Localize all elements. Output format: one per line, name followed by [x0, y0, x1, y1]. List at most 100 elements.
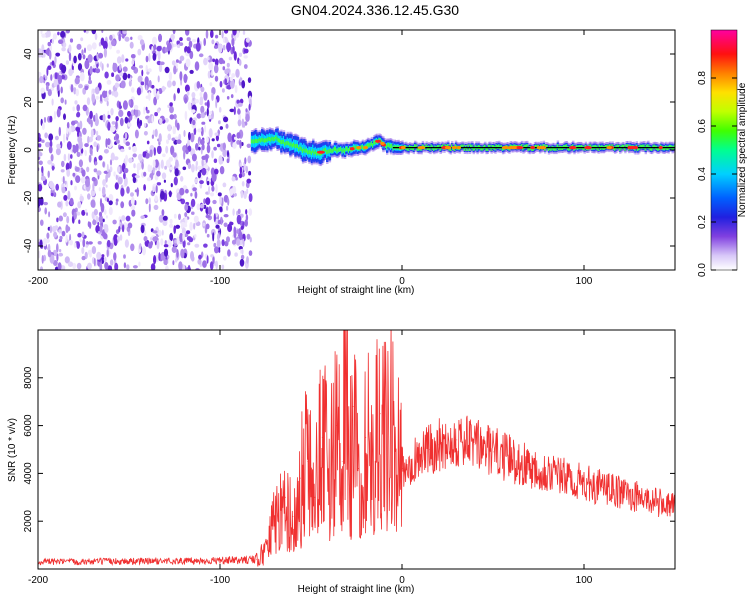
signal-core — [338, 147, 342, 152]
noise-speck — [77, 232, 82, 238]
noise-speck — [152, 230, 158, 234]
noise-speck — [40, 175, 46, 182]
noise-speck — [69, 197, 74, 206]
noise-speck — [74, 100, 78, 105]
noise-speck — [229, 108, 235, 113]
noise-speck — [112, 219, 117, 225]
noise-speck — [230, 79, 235, 89]
noise-speck — [161, 172, 167, 180]
noise-speck — [124, 132, 128, 139]
axes-snr: -200 -100 0 100 2000 4000 6000 8000 — [23, 330, 675, 586]
noise-speck — [92, 182, 95, 192]
noise-speck — [156, 240, 160, 250]
noise-speck — [167, 133, 172, 141]
noise-speck — [176, 139, 182, 144]
noise-speck — [231, 133, 236, 143]
noise-speck — [53, 231, 58, 238]
noise-speck — [181, 227, 186, 235]
noise-speck — [241, 80, 246, 89]
noise-speck — [105, 184, 108, 188]
noise-speck — [247, 77, 252, 83]
signal-core — [326, 150, 329, 155]
noise-speck — [65, 60, 69, 65]
noise-speck — [130, 196, 135, 206]
noise-speck — [106, 138, 111, 146]
noise-speck — [157, 75, 160, 83]
noise-speck — [45, 141, 51, 148]
noise-speck — [179, 187, 185, 196]
noise-speck — [193, 222, 196, 230]
noise-speck — [208, 128, 213, 138]
noise-speck — [206, 107, 209, 117]
noise-speck — [84, 149, 87, 157]
noise-speck — [211, 185, 215, 192]
signal-core — [307, 150, 310, 155]
noise-speck — [70, 124, 76, 133]
noise-speck — [119, 117, 124, 127]
signal-core — [670, 144, 673, 149]
noise-speck — [113, 252, 117, 261]
noise-speck — [164, 165, 168, 170]
noise-speck — [125, 141, 130, 146]
noise-speck — [108, 194, 114, 202]
noise-speck — [68, 44, 72, 53]
signal-hotspot — [363, 146, 369, 150]
signal-hotspot — [569, 146, 577, 150]
colorbar-tick-label: 0.6 — [697, 119, 708, 133]
noise-speck — [163, 259, 168, 266]
x-tick-label: -100 — [210, 575, 230, 586]
signal-core — [485, 146, 488, 151]
signal-core — [388, 143, 391, 148]
noise-speck — [211, 39, 215, 45]
noise-speck — [147, 117, 151, 124]
y-tick-label: 8000 — [23, 366, 34, 389]
noise-speck — [84, 143, 89, 148]
noise-speck — [84, 208, 88, 213]
noise-speck — [207, 206, 212, 216]
noise-speck — [243, 164, 247, 171]
noise-speck — [82, 127, 87, 135]
noise-speck — [231, 37, 235, 47]
noise-speck — [212, 199, 217, 205]
noise-speck — [106, 239, 111, 248]
noise-speck — [145, 106, 148, 111]
noise-speck — [227, 132, 232, 143]
noise-speck — [93, 168, 98, 173]
noise-speck — [143, 171, 147, 177]
noise-speck — [57, 262, 62, 270]
noise-speck — [143, 131, 148, 136]
noise-speck — [126, 264, 130, 270]
noise-speck — [205, 214, 211, 219]
noise-speck — [219, 206, 223, 211]
noise-speck — [163, 244, 169, 248]
noise-speck — [50, 192, 54, 197]
noise-speck — [44, 132, 48, 139]
noise-speck — [185, 30, 190, 36]
noise-speck — [199, 203, 205, 209]
noise-speck — [132, 176, 137, 184]
signal-core — [468, 147, 472, 151]
signal-core — [345, 146, 348, 151]
noise-speck — [69, 38, 74, 43]
noise-speck — [119, 64, 122, 71]
noise-speck — [232, 30, 237, 36]
x-tick-label: -200 — [28, 575, 48, 586]
noise-speck — [58, 252, 64, 257]
noise-speck — [236, 229, 240, 234]
noise-speck — [215, 260, 218, 270]
noise-speck — [211, 92, 214, 102]
noise-speck — [47, 159, 53, 165]
noise-speck — [122, 30, 127, 35]
noise-speck — [143, 123, 147, 127]
noise-speck — [203, 243, 208, 248]
noise-speck — [114, 82, 120, 88]
noise-speck — [219, 166, 225, 175]
signal-core — [282, 139, 286, 144]
signal-hotspot — [356, 146, 362, 150]
signal-core — [368, 143, 371, 148]
noise-speck — [224, 78, 227, 86]
noise-speck — [51, 165, 55, 171]
signal-core — [252, 139, 255, 144]
noise-speck — [174, 239, 178, 244]
noise-speck — [183, 150, 186, 160]
